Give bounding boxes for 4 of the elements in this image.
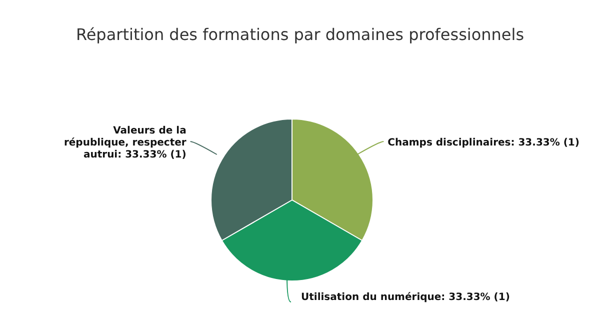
chart-title: Répartition des formations par domaines professionnels [76,25,524,44]
slice-label: Champs disciplinaires: 33.33% (1) [388,138,580,148]
slice-label: Utilisation du numérique: 33.33% (1) [301,292,510,303]
slice-label: Valeurs de la république, respecter autrui: 33.33% (1) [64,126,186,160]
